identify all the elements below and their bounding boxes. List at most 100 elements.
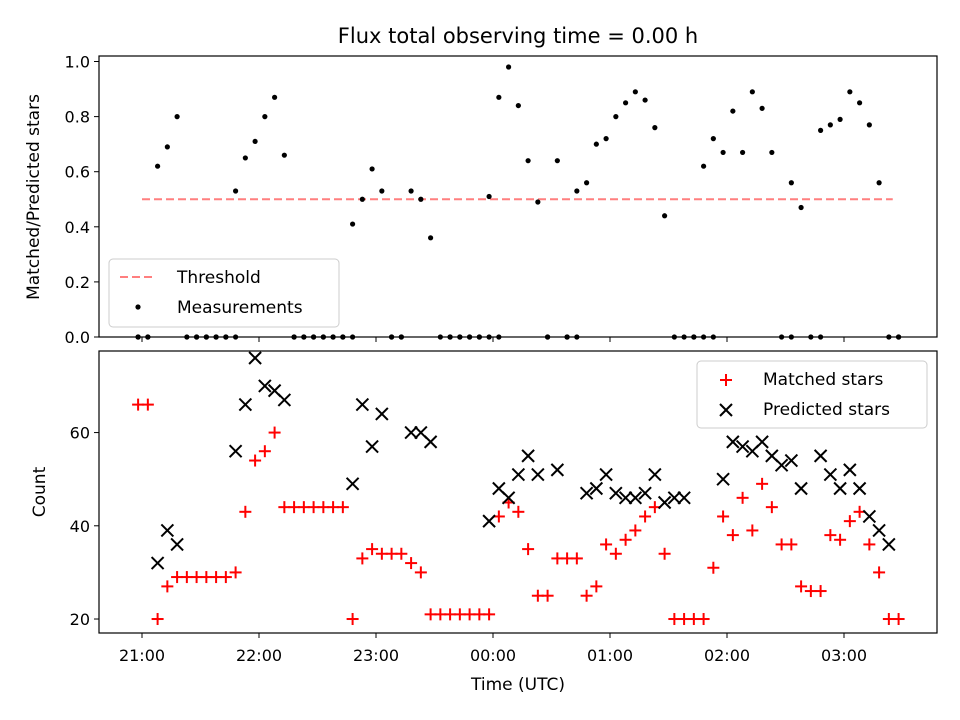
measurement-point [262, 114, 268, 120]
measurement-point [535, 199, 541, 205]
x-tick-label: 21:00 [119, 646, 165, 665]
measurement-point [701, 163, 707, 169]
measurement-point [876, 180, 882, 186]
predicted-star-point [423, 435, 438, 449]
x-tick-label: 23:00 [353, 646, 399, 665]
predicted-star-point [160, 523, 175, 538]
predicted-star-point [716, 472, 730, 486]
matched-legend-label: Matched stars [763, 370, 883, 390]
matched-star-point [629, 524, 642, 537]
matched-star-point [512, 505, 525, 518]
matched-star-point [483, 608, 496, 621]
matched-star-point [863, 538, 876, 551]
x-tick-label: 22:00 [236, 646, 282, 665]
predicted-star-point [501, 491, 516, 505]
matched-star-point [639, 510, 652, 523]
matched-legend-swatch [720, 374, 732, 386]
predicted-star-point [228, 444, 243, 458]
matched-star-point [239, 505, 252, 518]
measurement-point [613, 114, 619, 120]
ratio-y-axis: 0.0 0.2 0.4 0.6 0.8 1.0 [65, 53, 99, 347]
matched-star-point [707, 561, 720, 574]
count-y-tick-label: 20 [70, 610, 90, 629]
predicted-star-point [852, 481, 867, 496]
measurement-point [710, 136, 716, 142]
measurement-point [652, 125, 658, 131]
count-panel: 20 40 60 21:00 22:00 23:00 00:00 01:00 02:00 03:… [30, 350, 938, 695]
measurement-point [174, 114, 180, 120]
measurements-legend-swatch [135, 304, 141, 310]
measurement-point [623, 100, 629, 106]
predicted-star-point [170, 537, 184, 552]
matched-star-point [609, 547, 622, 560]
measurement-point [866, 122, 872, 128]
predicted-star-point [638, 486, 652, 500]
matched-star-point [785, 538, 798, 551]
measurement-point [359, 196, 365, 202]
measurement-point [350, 221, 356, 227]
count-panel-frame [98, 350, 938, 634]
predicted-star-point [589, 481, 604, 496]
predicted-star-point [823, 467, 838, 482]
predicted-star-point [882, 537, 896, 552]
predicted-star-point [345, 477, 360, 491]
ratio-legend-box [108, 258, 340, 328]
count-y-axis: 20 40 60 [70, 424, 99, 629]
predicted-star-point [482, 514, 496, 528]
predicted-star-point [657, 495, 672, 510]
predicted-star-point [843, 463, 857, 477]
ratio-y-tick-label: 0.4 [65, 218, 90, 237]
matched-star-point [814, 585, 827, 598]
predicted-star-point [833, 481, 847, 496]
matched-star-point [824, 529, 837, 542]
x-axis-title: Time (UTC) [470, 675, 565, 695]
ratio-legend: Threshold Measurements [108, 258, 340, 328]
measurement-point [857, 100, 863, 106]
matched-star-point [522, 543, 535, 556]
predicted-star-point [862, 509, 877, 524]
matched-star-point [717, 510, 730, 523]
ratio-y-axis-title: Matched/Predicted stars [24, 94, 44, 300]
measurement-point [584, 180, 590, 186]
ratio-panel-frame [98, 55, 938, 338]
matched-star-point [229, 566, 242, 579]
matched-star-point [765, 501, 778, 514]
predicted-star-point [355, 397, 370, 412]
ratio-x-ticks [141, 337, 845, 342]
x-tick-label: 01:00 [587, 646, 633, 665]
matched-star-point [570, 552, 583, 565]
measurement-point [769, 149, 775, 156]
x-tick-label: 03:00 [821, 646, 867, 665]
count-plot-area [132, 351, 905, 626]
matched-star-point [414, 566, 427, 579]
matched-star-point [843, 515, 856, 528]
measurement-point [486, 193, 492, 200]
matched-star-point [726, 529, 739, 542]
measurement-point [593, 141, 599, 147]
matched-star-point [834, 533, 847, 546]
measurements-legend-label: Measurements [177, 298, 303, 318]
measurement-point [525, 158, 531, 164]
matched-star-point [395, 547, 408, 560]
predicted-star-point [784, 453, 799, 468]
x-tick-label: 02:00 [704, 646, 750, 665]
count-x-axis: 21:00 22:00 23:00 00:00 01:00 02:00 03:00 [119, 633, 867, 665]
matched-star-point [658, 547, 671, 560]
measurement-point [798, 204, 804, 211]
count-y-tick-label: 60 [70, 424, 90, 443]
predicted-star-point [150, 556, 165, 570]
predicted-star-point [609, 486, 623, 500]
measurement-point [515, 102, 521, 109]
x-tick-label: 00:00 [470, 646, 516, 665]
measurement-point [418, 196, 424, 202]
measurement-point [252, 138, 258, 145]
predicted-star-point [365, 439, 379, 454]
measurement-point [496, 94, 502, 100]
measurement-point [827, 122, 833, 128]
matched-star-point [336, 501, 349, 514]
matched-star-point [590, 580, 603, 593]
predicted-legend-label: Predicted stars [763, 400, 890, 420]
measurement-point [164, 144, 170, 150]
